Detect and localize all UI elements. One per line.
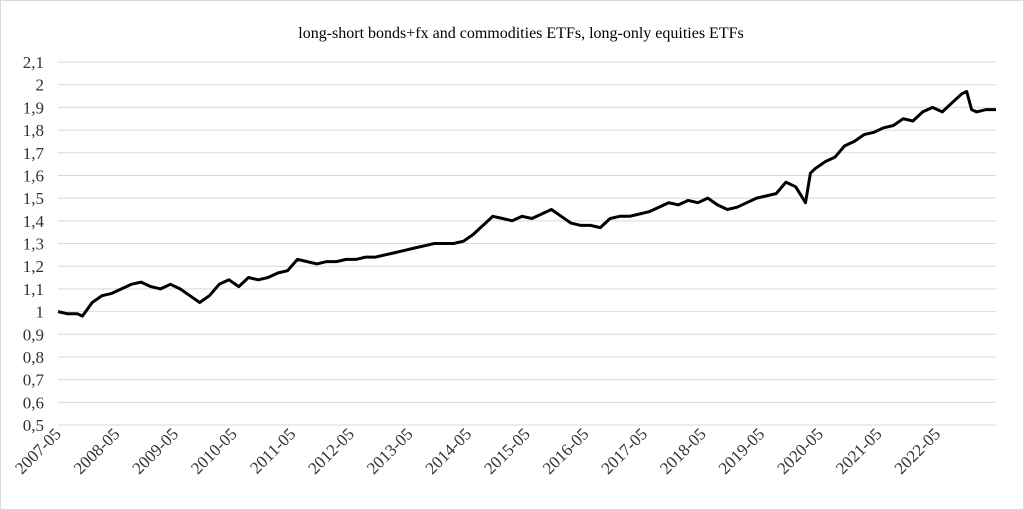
y-tick-label: 1,8: [23, 121, 44, 140]
y-tick-label: 1: [36, 303, 45, 322]
y-tick-label: 1,6: [23, 166, 44, 185]
chart-title: long-short bonds+fx and commodities ETFs…: [298, 25, 743, 42]
y-tick-label: 2: [36, 76, 45, 95]
y-tick-label: 1,2: [23, 257, 44, 276]
x-tick-label: 2019-05: [715, 424, 769, 478]
y-tick-label: 0,9: [23, 325, 44, 344]
y-tick-label: 0,8: [23, 348, 44, 367]
x-tick-label: 2012-05: [304, 424, 358, 478]
y-tick-label: 0,6: [23, 393, 44, 412]
x-tick-label: 2015-05: [480, 424, 534, 478]
y-tick-label: 2,1: [23, 53, 44, 72]
x-tick-label: 2010-05: [187, 424, 241, 478]
y-axis: 0,5 0,6 0,7 0,8 0,9 1 1,1 1,2 1,3 1,4 1,5 1,6 1,7 1,8…: [23, 53, 45, 435]
x-tick-label: 2017-05: [598, 424, 652, 478]
series-line: [57, 90, 996, 318]
y-tick-label: 1,1: [23, 280, 44, 299]
x-tick-label: 2018-05: [656, 424, 710, 478]
y-tick-label: 1,7: [23, 144, 45, 163]
grid: [58, 61, 996, 426]
x-tick-label: 2011-05: [246, 424, 299, 477]
y-tick-label: 0,5: [23, 416, 44, 435]
x-tick-label: 2013-05: [363, 424, 417, 478]
x-tick-label: 2020-05: [773, 424, 827, 478]
x-axis: 2007-05 2008-05 2009-05 2010-05 2011-05 2012-…: [11, 424, 944, 478]
x-tick-label: 2014-05: [422, 424, 476, 478]
x-tick-label: 2008-05: [70, 424, 124, 478]
y-tick-label: 0,7: [23, 371, 45, 390]
y-tick-label: 1,5: [23, 189, 44, 208]
x-tick-label: 2016-05: [539, 424, 593, 478]
series-layer: [57, 90, 996, 318]
x-tick-label: 2021-05: [832, 424, 886, 478]
y-tick-label: 1,4: [23, 212, 45, 231]
y-tick-label: 1,9: [23, 98, 44, 117]
x-tick-label: 2022-05: [891, 424, 945, 478]
x-tick-label: 2009-05: [129, 424, 183, 478]
y-tick-label: 1,3: [23, 235, 44, 254]
